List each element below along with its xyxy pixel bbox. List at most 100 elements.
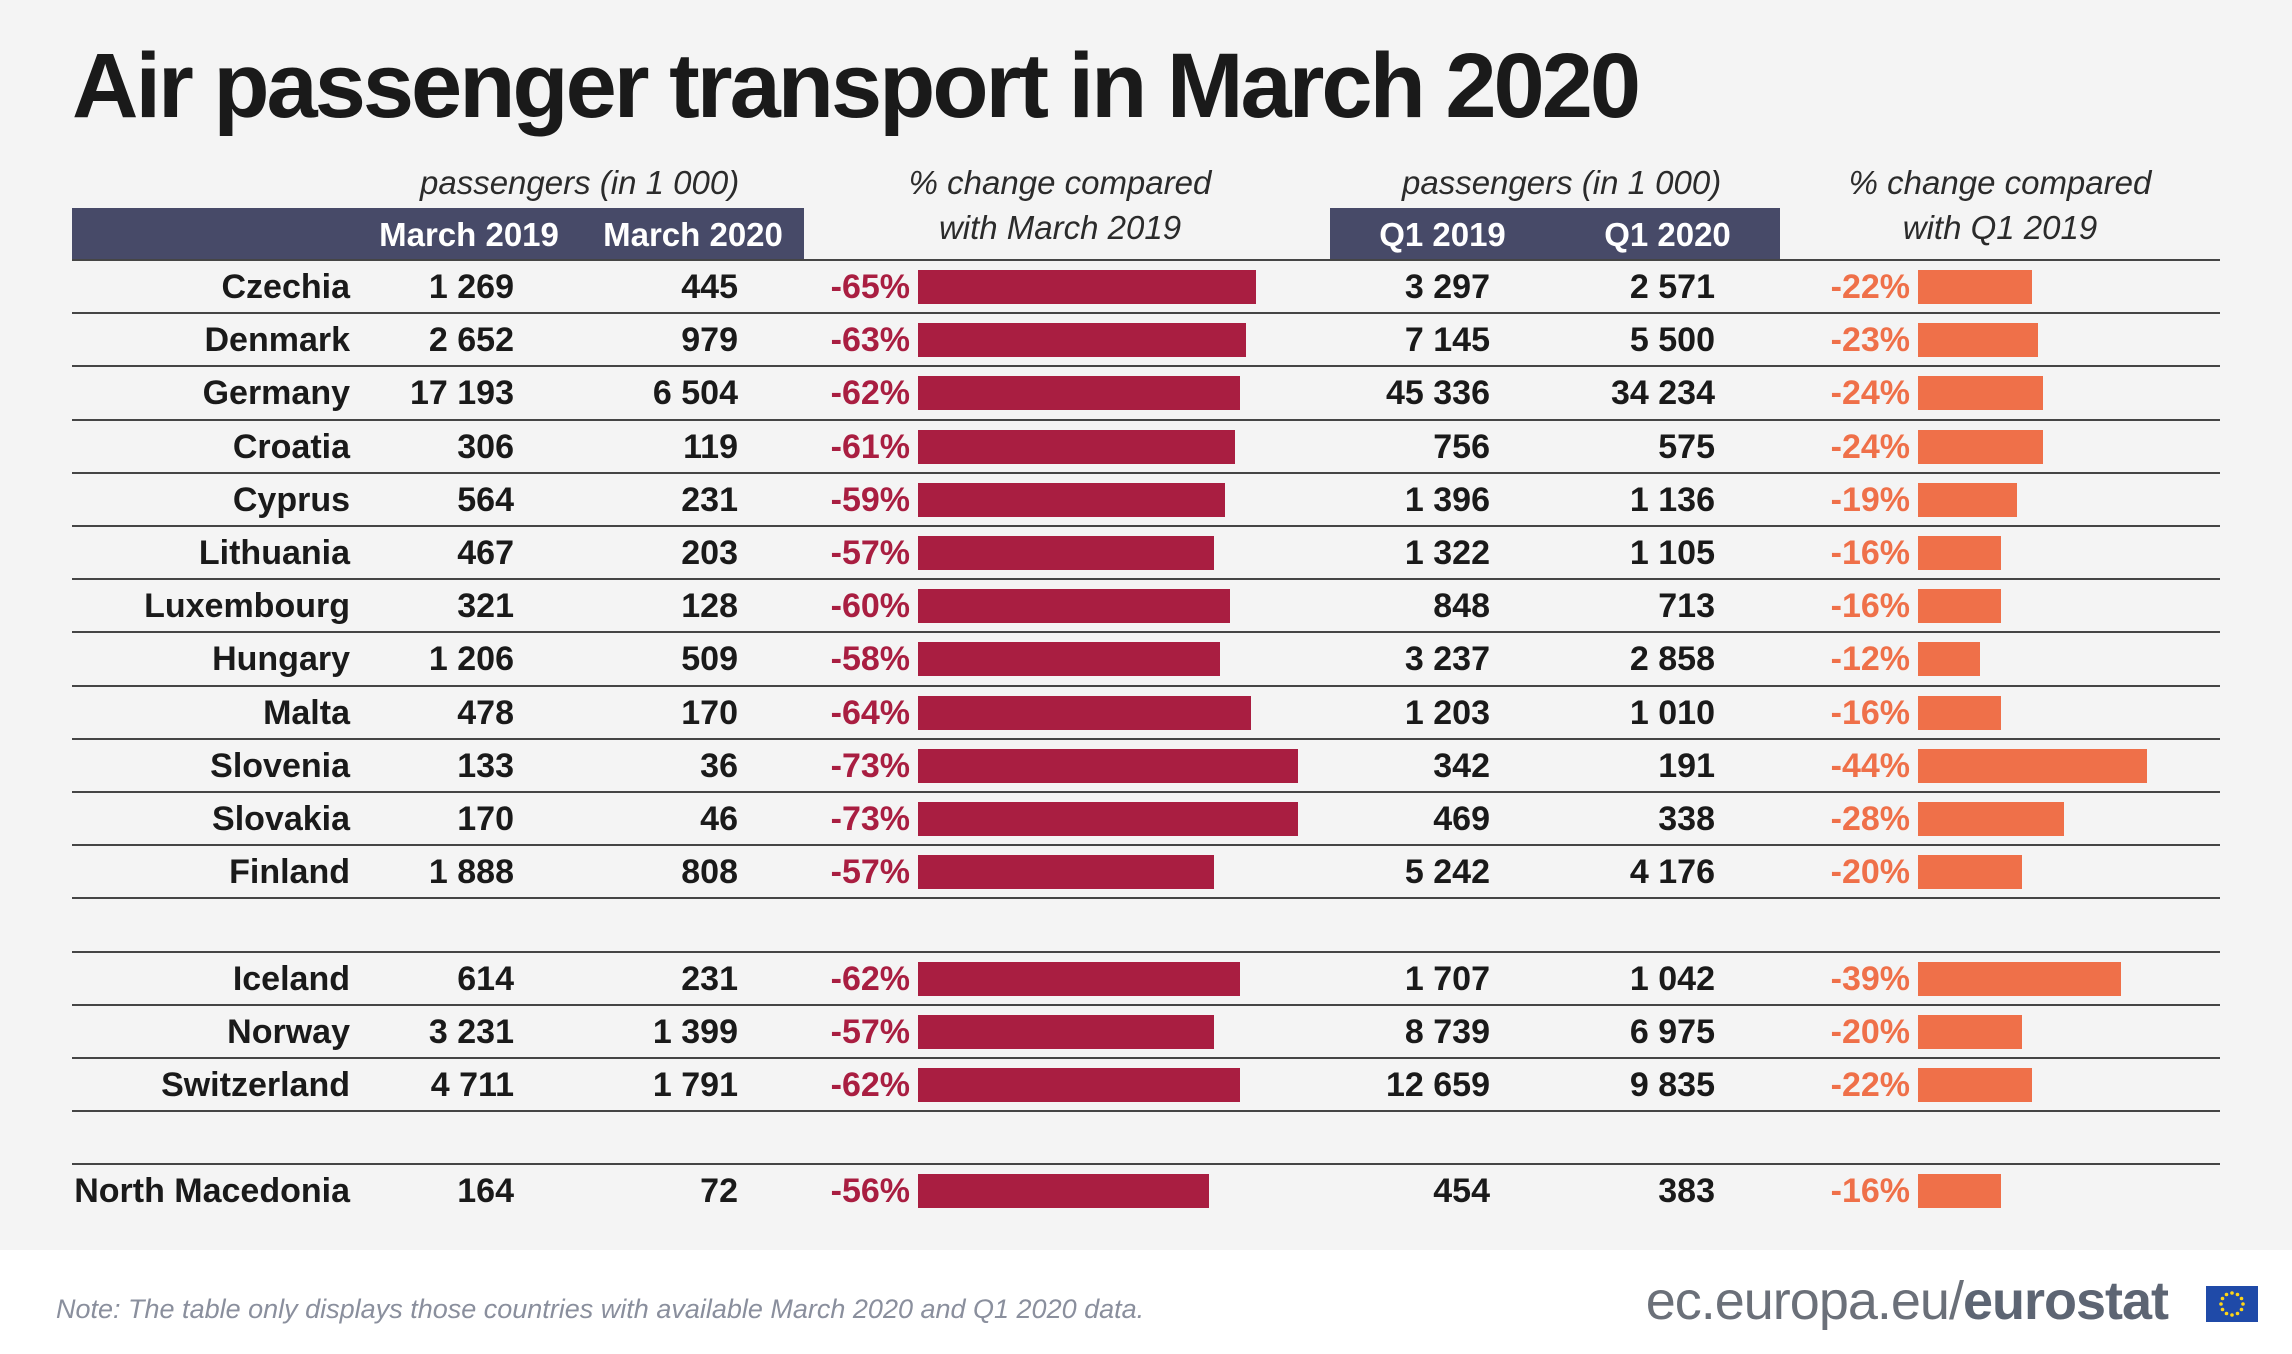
country-label: Croatia — [232, 427, 350, 466]
q1-2020-value: 2 858 — [1629, 640, 1715, 679]
change-q1-label: -39% — [1830, 959, 1910, 998]
change-march-bar — [918, 802, 1298, 836]
change-march-label: -65% — [830, 268, 910, 306]
march-2020-value: 36 — [700, 746, 738, 785]
passengers-header-left: passengers (in 1 000) — [420, 164, 740, 201]
footer — [0, 1250, 2292, 1354]
page-title: Air passenger transport in March 2020 — [72, 35, 1641, 137]
row-divider — [72, 1110, 2220, 1113]
q1-2020-value: 713 — [1658, 587, 1715, 626]
march-2020-value: 509 — [681, 640, 738, 679]
q1-2019-value: 3 237 — [1404, 640, 1490, 679]
change-q1-label: -28% — [1830, 800, 1910, 838]
country-label: Cyprus — [232, 480, 350, 519]
footnote: Note: The table only displays those coun… — [56, 1294, 1145, 1324]
q1-2020-value: 34 234 — [1611, 374, 1715, 413]
change-march-bar — [918, 748, 1298, 783]
country-label: Germany — [202, 374, 350, 413]
country-label: North Macedonia — [74, 1172, 350, 1211]
march-2020-value: 119 — [683, 427, 738, 466]
change-march-label: -57% — [830, 534, 910, 572]
q1-2020-value: 575 — [1658, 427, 1715, 466]
change-q1-label: -22% — [1830, 268, 1910, 306]
change-q1-label: -16% — [1830, 587, 1910, 626]
march-2020-value: 128 — [681, 587, 738, 626]
change-march-label: -63% — [830, 321, 910, 360]
change-q1-bar — [1918, 802, 2064, 836]
change-q1-label: -23% — [1830, 321, 1910, 360]
march-2020-value: 979 — [681, 321, 738, 360]
row-divider — [72, 525, 2220, 527]
change-march-bar — [918, 642, 1220, 677]
change-q1-bar — [1918, 376, 2043, 411]
row-divider — [72, 312, 2220, 315]
change-march-label: -61% — [830, 427, 910, 466]
march-2019-value: 1 269 — [428, 268, 514, 306]
change-q1-header-line2: with Q1 2019 — [1902, 209, 2098, 246]
group-separator-rule — [72, 1163, 2220, 1166]
march-2019-value: 4 711 — [430, 1066, 514, 1104]
change-march-bar — [918, 482, 1225, 517]
march-2020-value: 46 — [700, 800, 738, 838]
change-q1-label: -24% — [1830, 427, 1910, 466]
change-q1-bar — [1918, 961, 2121, 996]
q1-2020-value: 9 835 — [1629, 1066, 1715, 1104]
change-march-label: -59% — [830, 480, 910, 519]
q1-2020-value: 1 136 — [1629, 480, 1715, 519]
change-q1-bar — [1918, 270, 2033, 304]
march-2019-value: 1 206 — [428, 640, 514, 679]
q1-2020-value: 1 105 — [1629, 534, 1715, 572]
change-q1-label: -16% — [1830, 693, 1910, 732]
group-separator-rule — [72, 950, 2220, 953]
country-label: Norway — [227, 1012, 350, 1051]
march-2019-value: 133 — [457, 746, 514, 785]
change-q1-bar — [1918, 1174, 2002, 1209]
q1-2019-value: 8 739 — [1404, 1012, 1490, 1051]
q1-2019-value: 12 659 — [1386, 1066, 1490, 1104]
march-2020-value: 231 — [681, 959, 738, 998]
row-divider — [72, 578, 2220, 581]
q1-2019-value: 469 — [1433, 800, 1490, 838]
country-label: Lithuania — [198, 534, 350, 572]
change-q1-label: -16% — [1830, 1172, 1910, 1211]
change-q1-bar — [1918, 642, 1981, 677]
country-label: Hungary — [212, 640, 350, 679]
change-march-bar — [918, 323, 1246, 358]
col-header-march-2019: March 2019 — [379, 216, 559, 253]
change-march-label: -58% — [830, 640, 910, 679]
q1-2020-value: 1 042 — [1629, 959, 1715, 998]
change-march-label: -62% — [830, 959, 910, 998]
march-2019-value: 17 193 — [410, 374, 514, 413]
change-q1-label: -22% — [1830, 1066, 1910, 1104]
brand-prefix: ec.europa.eu/ — [1645, 1271, 1964, 1331]
march-2020-value: 203 — [681, 534, 738, 572]
q1-2020-value: 5 500 — [1629, 321, 1715, 360]
country-label: Iceland — [232, 959, 350, 998]
country-label: Slovakia — [212, 800, 350, 838]
march-2019-value: 170 — [457, 800, 514, 838]
row-divider — [72, 471, 2220, 474]
q1-2019-value: 1 203 — [1404, 693, 1490, 732]
change-march-bar — [918, 695, 1251, 730]
q1-2019-value: 45 336 — [1386, 374, 1490, 413]
change-q1-bar — [1918, 323, 2038, 358]
col-header-q1-2020: Q1 2020 — [1604, 216, 1731, 253]
row-divider — [72, 1003, 2220, 1006]
q1-2019-value: 342 — [1433, 746, 1490, 785]
change-march-label: -57% — [830, 853, 910, 892]
country-label: Switzerland — [161, 1066, 350, 1104]
q1-2020-value: 338 — [1658, 800, 1715, 838]
change-q1-header: % change compared with Q1 2019 — [1810, 160, 2190, 250]
change-q1-bar — [1918, 589, 2002, 624]
change-q1-label: -24% — [1830, 374, 1910, 413]
q1-2019-value: 848 — [1433, 587, 1490, 626]
change-march-bar — [918, 1174, 1210, 1209]
change-march-label: -64% — [830, 693, 910, 732]
row-divider — [72, 631, 2220, 634]
row-divider — [72, 418, 2220, 421]
eurostat-logo-text: ec.europa.eu/eurostat — [1645, 1270, 2169, 1332]
country-label: Czechia — [221, 268, 351, 306]
change-q1-bar — [1918, 1068, 2033, 1102]
table-top-rule — [72, 259, 2220, 261]
header-bar-right — [1330, 208, 1780, 260]
